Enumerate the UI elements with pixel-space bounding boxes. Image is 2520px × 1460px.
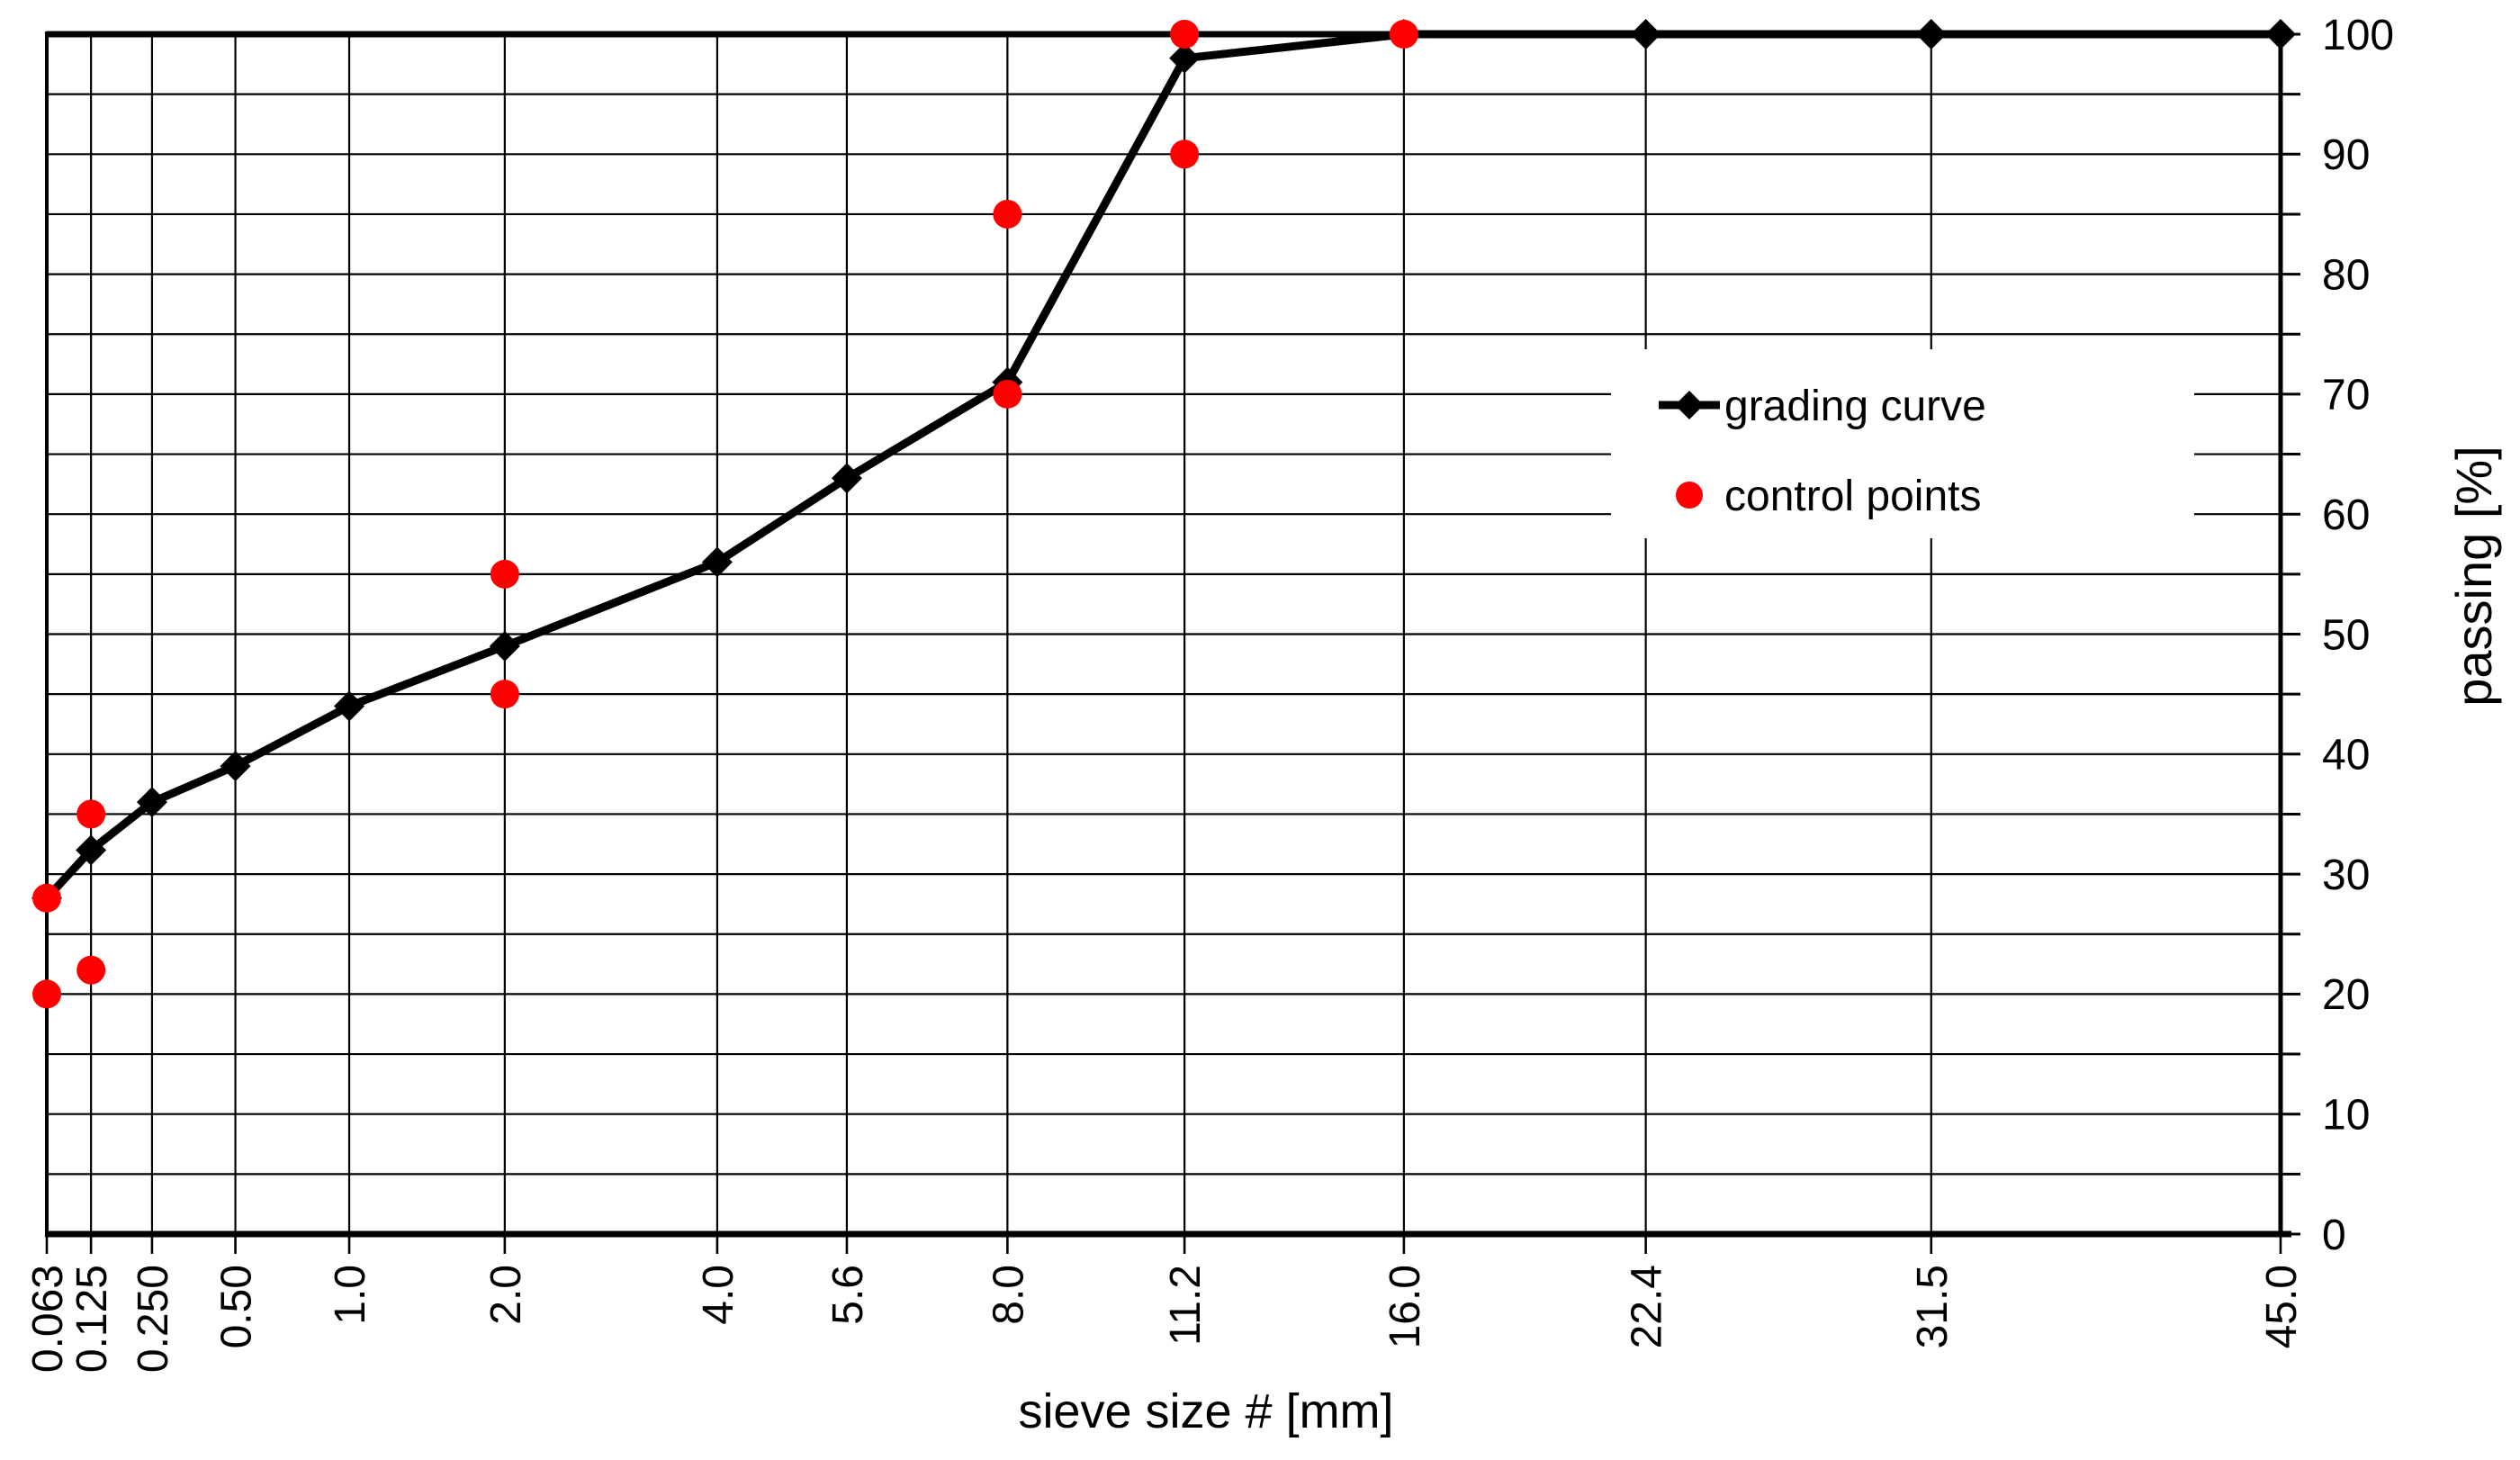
x-tick-label: 31.5 <box>1909 1265 1957 1348</box>
curve-marker <box>220 751 251 782</box>
x-tick-label: 4.0 <box>695 1265 742 1325</box>
control-point <box>490 680 519 709</box>
curve-marker <box>831 463 862 494</box>
control-point <box>993 199 1022 229</box>
x-tick-label: 0.125 <box>68 1265 116 1373</box>
y-tick-label: 0 <box>2322 1212 2346 1259</box>
control-point <box>1170 140 1200 169</box>
x-tick-label: 0.250 <box>130 1265 177 1373</box>
y-tick-label: 80 <box>2322 251 2370 299</box>
control-point <box>32 883 61 913</box>
x-tick-label: 5.6 <box>824 1265 872 1325</box>
legend-control-sample-dot <box>1676 482 1703 509</box>
x-axis-title: sieve size # [mm] <box>1018 1384 1393 1438</box>
y-axis-title: passing [%] <box>2445 446 2502 707</box>
y-tick-label: 30 <box>2322 852 2370 899</box>
x-tick-label: 8.0 <box>985 1265 1032 1325</box>
x-tick-label: 0.50 <box>213 1265 261 1348</box>
control-point <box>32 979 61 1009</box>
curve-marker <box>136 787 167 818</box>
x-tick-label: 16.0 <box>1382 1265 1429 1348</box>
curve-marker <box>1169 42 1201 74</box>
x-tick-label: 2.0 <box>482 1265 530 1325</box>
legend-label-grading-curve: grading curve <box>1724 383 1986 430</box>
y-tick-label: 10 <box>2322 1092 2370 1140</box>
x-tick-label: 0.063 <box>24 1265 72 1373</box>
y-tick-label: 60 <box>2322 491 2370 539</box>
control-point <box>993 379 1022 409</box>
control-point <box>490 559 519 589</box>
curve-marker <box>2265 19 2296 50</box>
control-point <box>1170 20 1200 49</box>
x-tick-label: 22.4 <box>1624 1265 1671 1348</box>
y-tick-label: 100 <box>2322 12 2394 59</box>
curve-marker <box>76 834 107 866</box>
grading-curve-line <box>42 30 2285 903</box>
x-tick-label: 45.0 <box>2258 1265 2306 1348</box>
legend-curve-sample-marker <box>1675 391 1704 419</box>
control-point <box>76 799 106 829</box>
curve-marker <box>1630 19 1661 50</box>
y-tick-label: 20 <box>2322 971 2370 1019</box>
curve-marker <box>701 546 733 578</box>
legend-box <box>1611 349 2194 538</box>
curve-marker <box>489 630 520 662</box>
control-point <box>76 955 106 985</box>
control-point <box>1389 20 1418 49</box>
x-tick-label: 1.0 <box>327 1265 374 1325</box>
y-tick-label: 90 <box>2322 131 2370 179</box>
y-tick-label: 50 <box>2322 611 2370 659</box>
legend-label-control-points: control points <box>1724 473 1982 520</box>
y-tick-label: 70 <box>2322 372 2370 419</box>
x-tick-label: 11.2 <box>1162 1265 1210 1346</box>
curve-marker <box>1915 19 1947 50</box>
y-tick-label: 40 <box>2322 732 2370 780</box>
curve-marker <box>334 690 365 722</box>
